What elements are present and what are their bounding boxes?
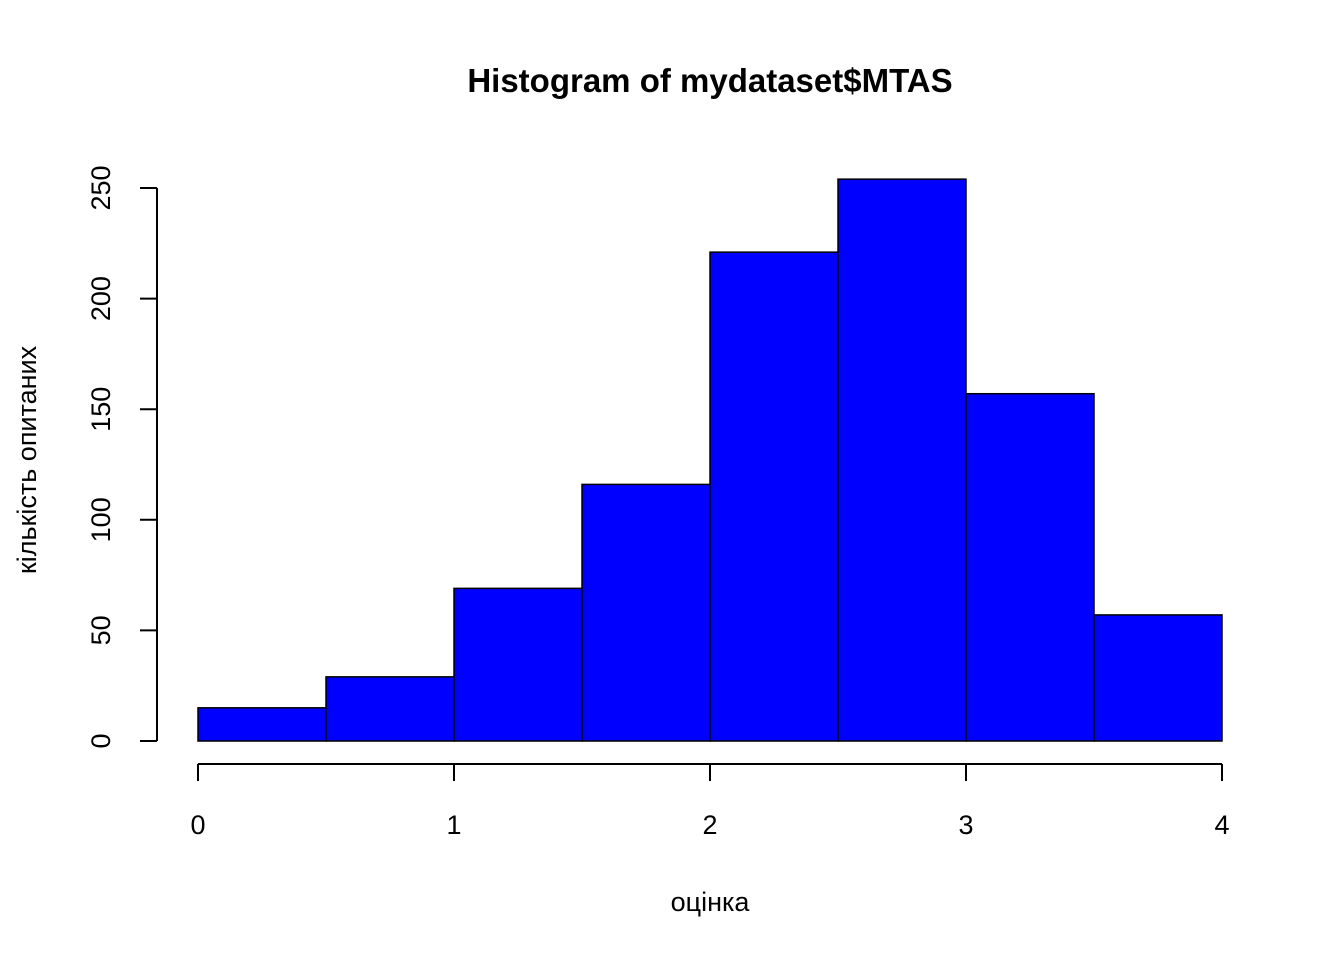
histogram-bar <box>709 251 839 742</box>
histogram-bar <box>1093 614 1223 742</box>
x-tick-label: 3 <box>958 810 973 840</box>
x-axis: 0 1 2 3 4 <box>190 763 1230 840</box>
y-tick-label: 0 <box>86 733 116 748</box>
histogram-bar <box>325 676 455 742</box>
y-tick-label: 50 <box>86 615 116 645</box>
x-tick-label: 2 <box>702 810 717 840</box>
histogram-bar <box>965 392 1095 742</box>
x-axis-label: оцінка <box>671 887 751 917</box>
y-tick-label: 250 <box>86 165 116 210</box>
x-tick-label: 0 <box>190 810 205 840</box>
y-tick-label: 200 <box>86 276 116 321</box>
bars-group <box>197 178 1223 742</box>
histogram-bar <box>581 483 711 742</box>
x-tick-label: 4 <box>1214 810 1229 840</box>
chart-title: Histogram of mydataset$MTAS <box>467 62 952 99</box>
histogram-bar <box>453 587 583 742</box>
histogram-bar <box>837 178 967 742</box>
y-axis-label: кількість опитаних <box>12 345 42 574</box>
histogram-bar <box>197 707 327 742</box>
y-tick-label: 100 <box>86 497 116 542</box>
y-tick-label: 150 <box>86 387 116 432</box>
y-axis: 0 50 100 150 200 250 <box>86 165 158 749</box>
x-tick-label: 1 <box>446 810 461 840</box>
